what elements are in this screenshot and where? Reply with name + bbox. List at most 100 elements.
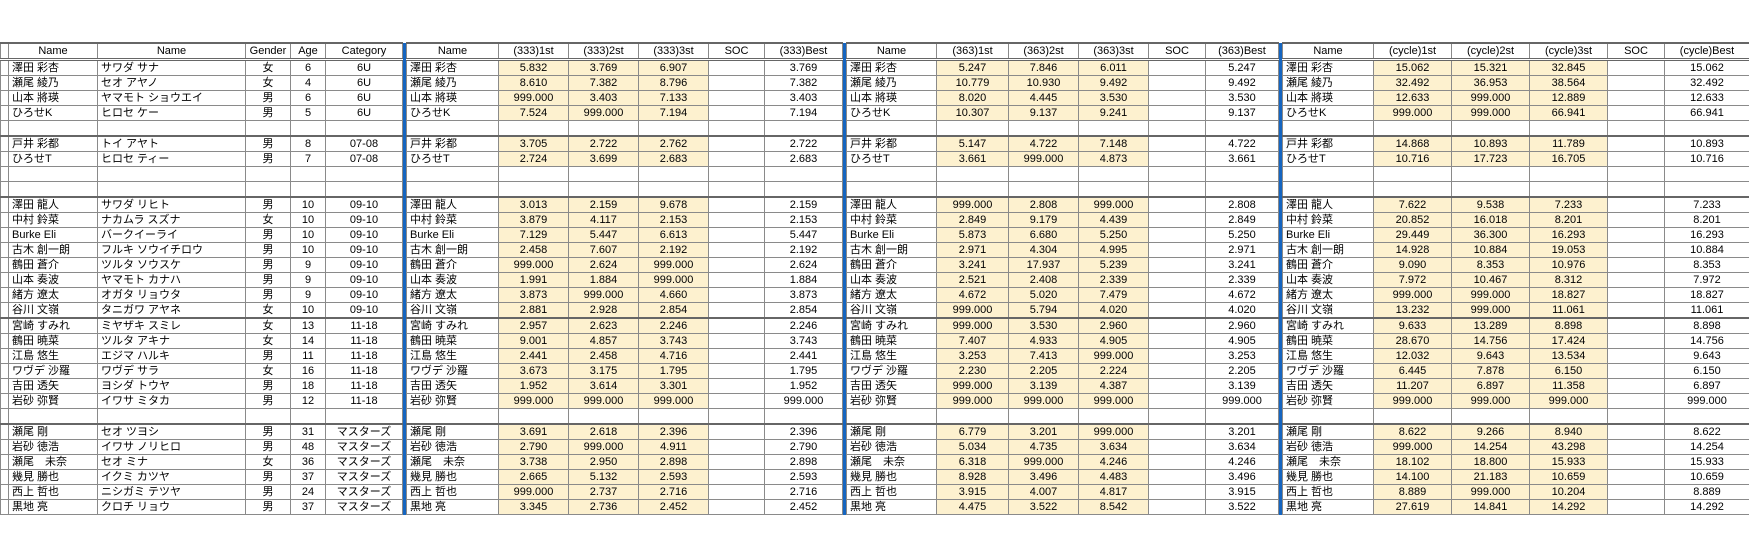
363-soc-cell[interactable] [1148, 439, 1206, 455]
333-3rd-cell[interactable]: 2.153 [638, 212, 709, 228]
kana-name-cell[interactable]: ヨシダ トウヤ [97, 378, 246, 394]
cycle-1st-cell[interactable]: 999.000 [1373, 439, 1452, 455]
333-best-cell[interactable]: 2.192 [764, 242, 843, 258]
name-cell[interactable]: ひろせT [8, 151, 98, 167]
363-1st-cell[interactable]: 3.253 [936, 348, 1009, 364]
333-2nd-cell[interactable]: 999.000 [568, 105, 639, 121]
333-best-cell[interactable] [764, 120, 843, 137]
category-cell[interactable]: 09-10 [325, 212, 403, 228]
363-1st-cell[interactable]: 5.247 [936, 58, 1009, 76]
cycle-1st-cell[interactable]: 12.633 [1373, 90, 1452, 106]
363-1st-cell[interactable]: 2.849 [936, 212, 1009, 228]
cycle-soc-cell[interactable] [1607, 302, 1665, 319]
cycle-1st-cell[interactable]: 8.622 [1373, 423, 1452, 440]
gender-cell[interactable]: 男 [245, 151, 291, 167]
363-best-cell[interactable]: 2.960 [1205, 317, 1279, 334]
363-2nd-cell[interactable]: 999.000 [1008, 393, 1079, 409]
gender-cell[interactable]: 女 [245, 333, 291, 349]
363-1st-cell[interactable]: 6.318 [936, 454, 1009, 470]
category-cell[interactable]: マスターズ [325, 484, 403, 500]
333-2nd-cell[interactable]: 3.175 [568, 363, 639, 379]
category-cell[interactable]: マスターズ [325, 499, 403, 515]
333-best-cell[interactable]: 2.159 [764, 196, 843, 213]
category-cell[interactable]: 6U [325, 105, 403, 121]
category-cell[interactable]: マスターズ [325, 423, 403, 440]
333-soc-cell[interactable] [708, 90, 765, 106]
363-2nd-cell[interactable]: 4.007 [1008, 484, 1079, 500]
age-cell[interactable] [290, 166, 326, 182]
cycle-2nd-cell[interactable]: 36.953 [1451, 75, 1530, 91]
cycle-2nd-cell[interactable]: 17.723 [1451, 151, 1530, 167]
363-soc-cell[interactable] [1148, 499, 1206, 515]
333-soc-cell[interactable] [708, 166, 765, 182]
cycle-3rd-cell[interactable]: 10.976 [1529, 257, 1608, 273]
cycle-best-cell[interactable]: 15.933 [1664, 454, 1749, 470]
333-name-cell[interactable]: 緒方 遼太 [406, 287, 499, 303]
name-cell[interactable]: 鶴田 蒼介 [8, 257, 98, 273]
333-soc-cell[interactable] [708, 363, 765, 379]
cycle-2nd-cell[interactable]: 7.878 [1451, 363, 1530, 379]
363-name-cell[interactable]: 澤田 龍人 [846, 196, 937, 213]
cycle-soc-cell[interactable] [1607, 408, 1665, 425]
cycle-name-cell[interactable]: 江島 悠生 [1282, 348, 1374, 364]
name-cell[interactable]: 瀬尾 綾乃 [8, 75, 98, 91]
363-3rd-cell[interactable]: 999.000 [1078, 196, 1149, 213]
333-name-cell[interactable]: 瀬尾 綾乃 [406, 75, 499, 91]
cycle-2nd-cell[interactable]: 21.183 [1451, 469, 1530, 485]
363-1st-cell[interactable]: 999.000 [936, 317, 1009, 334]
header-333-1st[interactable]: (333)1st [498, 42, 569, 61]
363-soc-cell[interactable] [1148, 454, 1206, 470]
363-soc-cell[interactable] [1148, 120, 1206, 137]
cycle-2nd-cell[interactable]: 14.756 [1451, 333, 1530, 349]
gender-cell[interactable]: 男 [245, 135, 291, 152]
333-best-cell[interactable]: 3.769 [764, 58, 843, 76]
cycle-soc-cell[interactable] [1607, 439, 1665, 455]
363-2nd-cell[interactable]: 4.735 [1008, 439, 1079, 455]
333-1st-cell[interactable]: 3.705 [498, 135, 569, 152]
363-3rd-cell[interactable]: 6.011 [1078, 58, 1149, 76]
category-cell[interactable]: マスターズ [325, 469, 403, 485]
category-cell[interactable]: 09-10 [325, 257, 403, 273]
cycle-3rd-cell[interactable]: 11.789 [1529, 135, 1608, 152]
363-1st-cell[interactable]: 8.020 [936, 90, 1009, 106]
cycle-2nd-cell[interactable]: 36.300 [1451, 227, 1530, 243]
333-name-cell[interactable]: ひろせK [406, 105, 499, 121]
name-cell[interactable] [8, 408, 98, 425]
333-3rd-cell[interactable]: 3.743 [638, 333, 709, 349]
363-name-cell[interactable]: 西上 哲也 [846, 484, 937, 500]
363-name-cell[interactable]: 幾見 勝也 [846, 469, 937, 485]
cycle-soc-cell[interactable] [1607, 499, 1665, 515]
cycle-3rd-cell[interactable]: 10.204 [1529, 484, 1608, 500]
363-2nd-cell[interactable] [1008, 166, 1079, 182]
363-soc-cell[interactable] [1148, 287, 1206, 303]
name-cell[interactable] [8, 181, 98, 198]
363-best-cell[interactable] [1205, 120, 1279, 137]
gender-cell[interactable]: 男 [245, 378, 291, 394]
333-best-cell[interactable]: 2.898 [764, 454, 843, 470]
cycle-2nd-cell[interactable]: 999.000 [1451, 393, 1530, 409]
363-3rd-cell[interactable]: 9.492 [1078, 75, 1149, 91]
gender-cell[interactable]: 女 [245, 454, 291, 470]
363-best-cell[interactable]: 9.492 [1205, 75, 1279, 91]
category-cell[interactable] [325, 120, 403, 137]
333-soc-cell[interactable] [708, 151, 765, 167]
age-cell[interactable]: 48 [290, 439, 326, 455]
name-cell[interactable] [8, 166, 98, 182]
363-3rd-cell[interactable]: 4.246 [1078, 454, 1149, 470]
333-1st-cell[interactable]: 7.129 [498, 227, 569, 243]
363-2nd-cell[interactable]: 3.530 [1008, 317, 1079, 334]
333-2nd-cell[interactable]: 5.132 [568, 469, 639, 485]
333-name-cell[interactable]: 鶴田 蒼介 [406, 257, 499, 273]
333-1st-cell[interactable]: 3.013 [498, 196, 569, 213]
cycle-3rd-cell[interactable]: 10.659 [1529, 469, 1608, 485]
cycle-soc-cell[interactable] [1607, 120, 1665, 137]
333-3rd-cell[interactable] [638, 408, 709, 425]
kana-name-cell[interactable]: サワダ サナ [97, 58, 246, 76]
cycle-best-cell[interactable]: 8.201 [1664, 212, 1749, 228]
cycle-soc-cell[interactable] [1607, 58, 1665, 76]
363-2nd-cell[interactable]: 999.000 [1008, 454, 1079, 470]
333-best-cell[interactable]: 2.441 [764, 348, 843, 364]
gender-cell[interactable]: 男 [245, 499, 291, 515]
333-soc-cell[interactable] [708, 317, 765, 334]
363-1st-cell[interactable]: 999.000 [936, 196, 1009, 213]
